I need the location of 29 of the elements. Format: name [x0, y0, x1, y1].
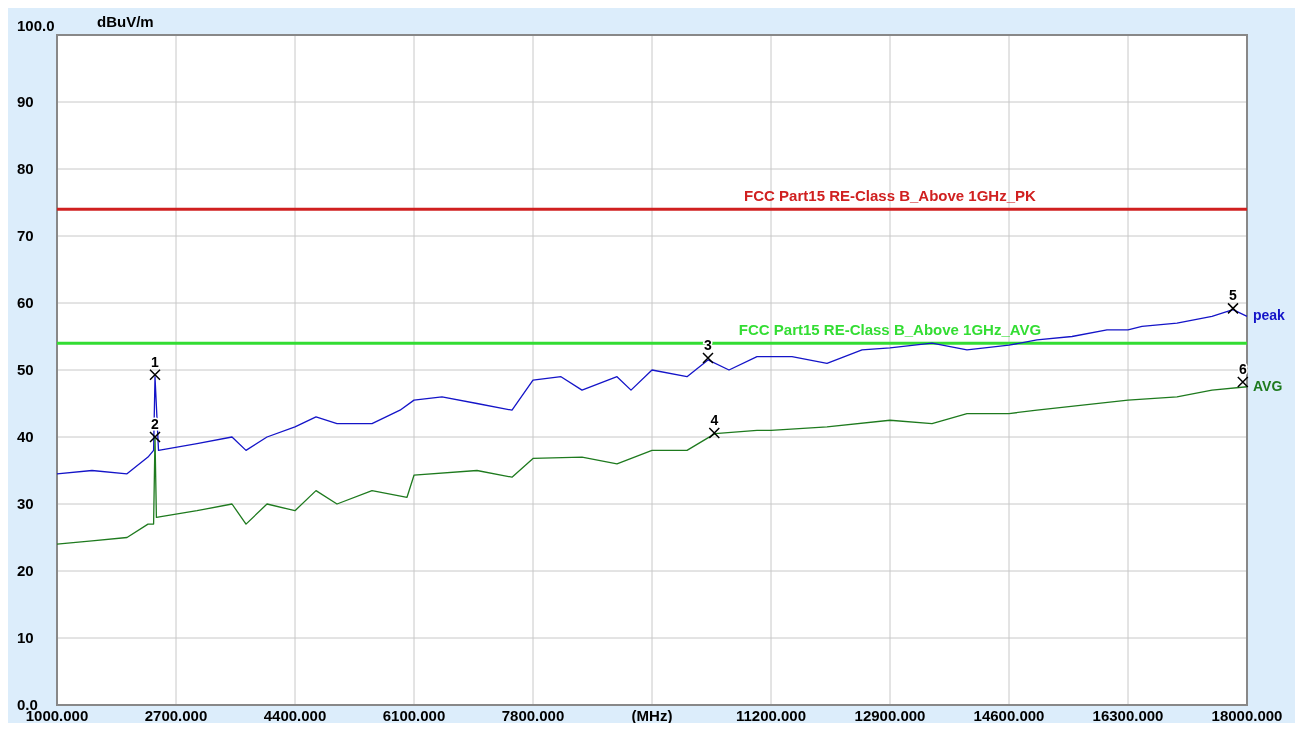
x-tick-label: 18000.000: [1211, 707, 1283, 724]
x-tick-label: 7800.000: [501, 707, 565, 724]
annotation: 5: [1229, 287, 1238, 304]
legend-label: AVG: [1253, 377, 1283, 394]
y-tick-label: 20: [17, 562, 34, 579]
y-tick-label: 50: [17, 361, 34, 378]
x-tick-label: 4400.000: [263, 707, 327, 724]
ref-line-label: FCC Part15 RE-Class B_Above 1GHz_PK: [744, 187, 1037, 205]
y-tick-label: 80: [17, 160, 34, 177]
y-tick-label: 40: [17, 428, 34, 445]
annotation: 6: [1238, 361, 1247, 378]
annotation: 4: [710, 411, 719, 428]
x-tick-label: 2700.000: [144, 707, 208, 724]
line-series: [56, 386, 1248, 545]
y-tick-label: 100.0: [17, 17, 55, 34]
x-tick-label: 12900.000: [854, 707, 926, 724]
y-tick-label: 10: [17, 629, 34, 646]
x-tick-label: 14600.000: [973, 707, 1045, 724]
y-axis-title: dBuV/m: [97, 13, 154, 30]
x-tick-label: 16300.000: [1092, 707, 1164, 724]
annotation: 1: [151, 353, 160, 370]
x-tick-label: 6100.000: [382, 707, 446, 724]
y-tick-label: 30: [17, 495, 34, 512]
x-tick-label: 11200.000: [735, 707, 807, 724]
series-label: peak: [1253, 307, 1286, 324]
y-tick-label: 70: [17, 227, 34, 244]
y-tick-label: 60: [17, 294, 34, 311]
ref-line-label: FCC Part15 RE-Class B_Above 1GHz_AVG: [738, 321, 1042, 339]
y-tick-label: 90: [17, 93, 34, 110]
